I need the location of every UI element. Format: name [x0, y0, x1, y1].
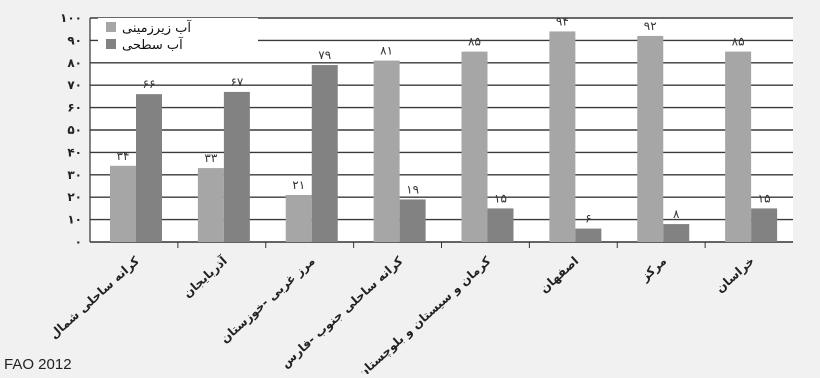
x-tick-label: خراسان — [713, 254, 757, 296]
bar-series-2 — [311, 65, 338, 242]
data-label: ۶۷ — [230, 75, 243, 89]
data-label: ۸۱ — [380, 44, 393, 58]
y-tick-label: ۹۰ — [67, 33, 82, 47]
bar-series-2 — [399, 199, 426, 242]
bar-series-1 — [285, 194, 312, 242]
x-tick-label: مرز غربی -خوزستان — [218, 254, 319, 347]
y-tick-label: ۵۰ — [67, 123, 82, 137]
data-label: ۳۳ — [204, 151, 217, 165]
source-note: FAO 2012 — [4, 356, 72, 373]
legend-box — [98, 18, 258, 54]
bar-series-2 — [136, 94, 162, 242]
data-label: ۷۹ — [318, 48, 331, 62]
legend-label-1: آب زیرزمینی — [122, 19, 192, 36]
x-tick-label: آذربایجان — [180, 252, 231, 300]
data-label: ۶۶ — [143, 77, 156, 91]
y-tick-label: ۷۰ — [67, 78, 82, 92]
y-tick-label: ۱۰ — [67, 213, 82, 227]
y-tick-label: ۸۰ — [67, 56, 82, 70]
x-tick-label: کرانه ساحلی شمال — [47, 254, 142, 342]
x-tick-label: مرکز — [637, 254, 669, 285]
legend-swatch-2 — [106, 39, 116, 49]
data-label: ۲۱ — [292, 178, 305, 192]
y-tick-label: ۲۰ — [67, 190, 82, 204]
bar-series-1 — [373, 60, 400, 243]
bar-series-1 — [461, 51, 488, 242]
data-label: ۹۴ — [556, 14, 569, 28]
y-tick-label: ۰ — [75, 235, 82, 249]
x-tick-label: اصفهان — [537, 254, 581, 296]
bar-series-1 — [197, 168, 224, 242]
data-label: ۱۹ — [406, 182, 419, 196]
bar-series-2 — [575, 228, 602, 242]
bar-series-2 — [223, 91, 250, 242]
data-label: ۸۵ — [732, 35, 745, 49]
data-label: ۶ — [585, 212, 591, 226]
legend-swatch-1 — [106, 22, 116, 32]
bar-series-1 — [549, 31, 576, 242]
bar-series-2 — [751, 208, 778, 242]
y-tick-label: ۴۰ — [67, 145, 82, 159]
data-label: ۹۲ — [644, 19, 657, 33]
legend-label-2: آب سطحی — [122, 36, 184, 53]
y-tick-label: ۶۰ — [67, 101, 82, 115]
data-label: ۱۵ — [494, 191, 507, 205]
y-tick-label: ۳۰ — [67, 168, 82, 182]
bar-series-1 — [725, 51, 752, 242]
bar-series-1 — [637, 35, 664, 242]
data-label: ۸۵ — [468, 35, 481, 49]
bar-series-2 — [663, 224, 690, 242]
data-label: ۳۴ — [117, 149, 130, 163]
bar-series-1 — [110, 165, 136, 242]
data-label: ۱۵ — [758, 191, 771, 205]
bar-series-2 — [487, 208, 514, 242]
y-tick-label: ۱۰۰ — [60, 11, 82, 25]
data-label: ۸ — [673, 207, 680, 221]
